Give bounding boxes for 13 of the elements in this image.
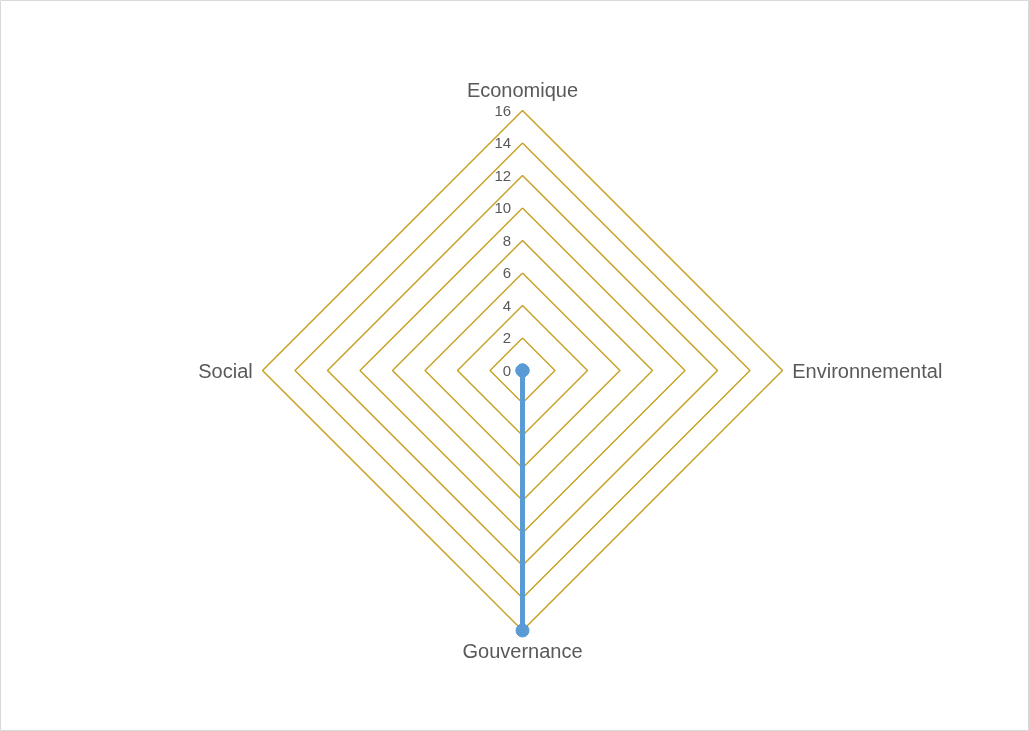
y-tick-label: 2 [502,329,512,346]
y-tick-label: 8 [502,231,512,249]
y-tick-label: 14 [494,134,512,151]
y-tick-label: 6 [502,264,512,281]
y-tick-label: 4 [502,296,512,314]
spoke-label: Social [198,359,253,382]
spoke-label: Environnemental [792,359,943,382]
y-tick-label: 10 [494,199,512,216]
spoke-label: Economique [466,78,579,101]
spoke-label: Gouvernance [462,640,583,663]
y-tick-label: 12 [494,166,512,184]
y-tick-label: 0 [502,361,512,379]
y-tick-label: 16 [494,101,512,119]
